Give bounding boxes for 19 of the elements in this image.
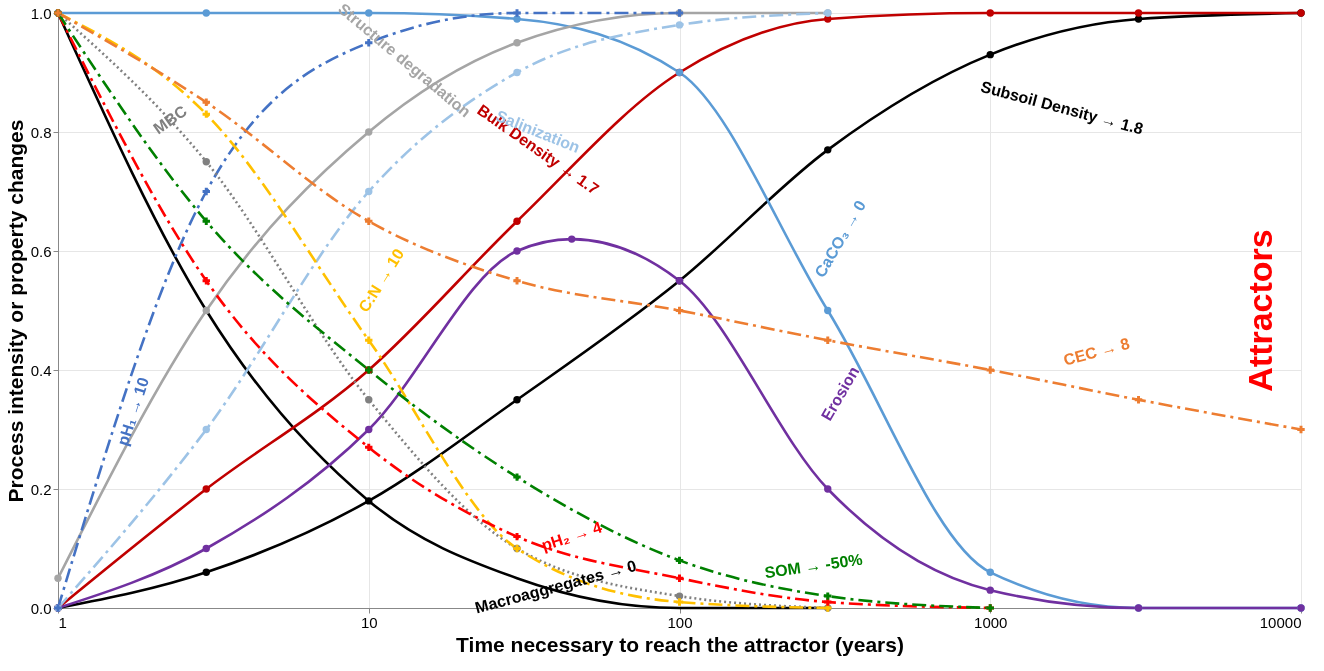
annotation: Attractors (1241, 229, 1280, 392)
text: pH₁ → 10 (114, 375, 153, 448)
x-tick-label: 10000 (1259, 613, 1302, 631)
y-tick-label: 1.0 (30, 4, 52, 22)
y-tick-label: 0.6 (30, 242, 52, 260)
text: C:N → 10 (355, 245, 408, 316)
x-tick-label: 100 (667, 613, 693, 631)
y-tick-label: 0.8 (30, 123, 52, 141)
y-tick-label: 0.4 (30, 361, 52, 379)
x-tick-label: 10 (360, 613, 378, 631)
y-axis-title: Process intensity or property changes (3, 119, 27, 503)
text: pH₂ → 4 (539, 518, 604, 554)
text: CEC → 8 (1061, 334, 1132, 369)
text: SOM → -50% (763, 550, 864, 582)
x-tick-label: 1000 (974, 613, 1008, 631)
y-tick-label: 0.0 (30, 599, 52, 617)
x-tick-label: 1 (58, 613, 67, 631)
x-axis-title: Time necessary to reach the attractor (years) (456, 632, 904, 656)
y-tick-label: 0.2 (30, 480, 52, 498)
